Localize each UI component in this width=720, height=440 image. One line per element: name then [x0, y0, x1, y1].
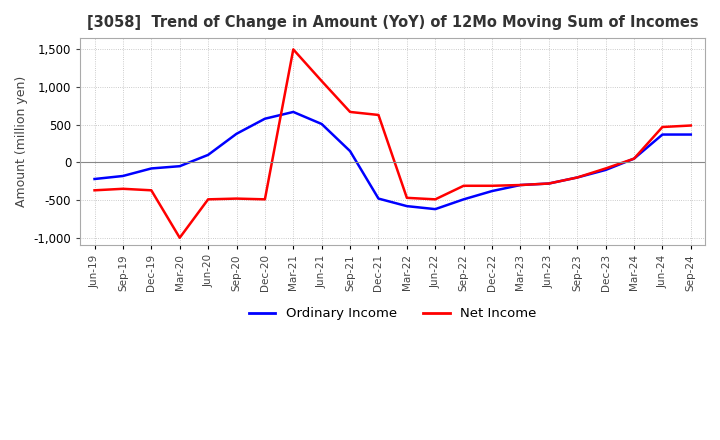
- Net Income: [318, 78, 326, 84]
- Net Income: [431, 197, 440, 202]
- Ordinary Income: [176, 164, 184, 169]
- Ordinary Income: [232, 131, 240, 136]
- Ordinary Income: [119, 173, 127, 179]
- Ordinary Income: [630, 156, 639, 161]
- Net Income: [658, 125, 667, 130]
- Ordinary Income: [289, 109, 297, 114]
- Net Income: [544, 181, 553, 186]
- Ordinary Income: [346, 148, 354, 154]
- Ordinary Income: [459, 197, 468, 202]
- Net Income: [630, 156, 639, 161]
- Ordinary Income: [544, 181, 553, 186]
- Line: Net Income: Net Income: [94, 49, 690, 238]
- Line: Ordinary Income: Ordinary Income: [94, 112, 690, 209]
- Net Income: [487, 183, 496, 188]
- Ordinary Income: [573, 175, 582, 180]
- Net Income: [176, 235, 184, 240]
- Net Income: [459, 183, 468, 188]
- Net Income: [204, 197, 212, 202]
- Net Income: [232, 196, 240, 201]
- Net Income: [573, 175, 582, 180]
- Net Income: [119, 186, 127, 191]
- Ordinary Income: [261, 116, 269, 121]
- Ordinary Income: [658, 132, 667, 137]
- Ordinary Income: [487, 188, 496, 194]
- Ordinary Income: [204, 152, 212, 158]
- Y-axis label: Amount (million yen): Amount (million yen): [15, 76, 28, 207]
- Net Income: [686, 123, 695, 128]
- Net Income: [601, 166, 610, 171]
- Ordinary Income: [374, 196, 383, 201]
- Net Income: [289, 47, 297, 52]
- Ordinary Income: [431, 206, 440, 212]
- Net Income: [346, 109, 354, 114]
- Net Income: [147, 188, 156, 193]
- Net Income: [402, 195, 411, 201]
- Ordinary Income: [601, 167, 610, 172]
- Net Income: [90, 188, 99, 193]
- Title: [3058]  Trend of Change in Amount (YoY) of 12Mo Moving Sum of Incomes: [3058] Trend of Change in Amount (YoY) o…: [87, 15, 698, 30]
- Net Income: [261, 197, 269, 202]
- Net Income: [516, 183, 525, 188]
- Net Income: [374, 112, 383, 117]
- Ordinary Income: [318, 121, 326, 127]
- Legend: Ordinary Income, Net Income: Ordinary Income, Net Income: [243, 302, 542, 326]
- Ordinary Income: [147, 166, 156, 171]
- Ordinary Income: [686, 132, 695, 137]
- Ordinary Income: [516, 183, 525, 188]
- Ordinary Income: [90, 176, 99, 182]
- Ordinary Income: [402, 203, 411, 209]
